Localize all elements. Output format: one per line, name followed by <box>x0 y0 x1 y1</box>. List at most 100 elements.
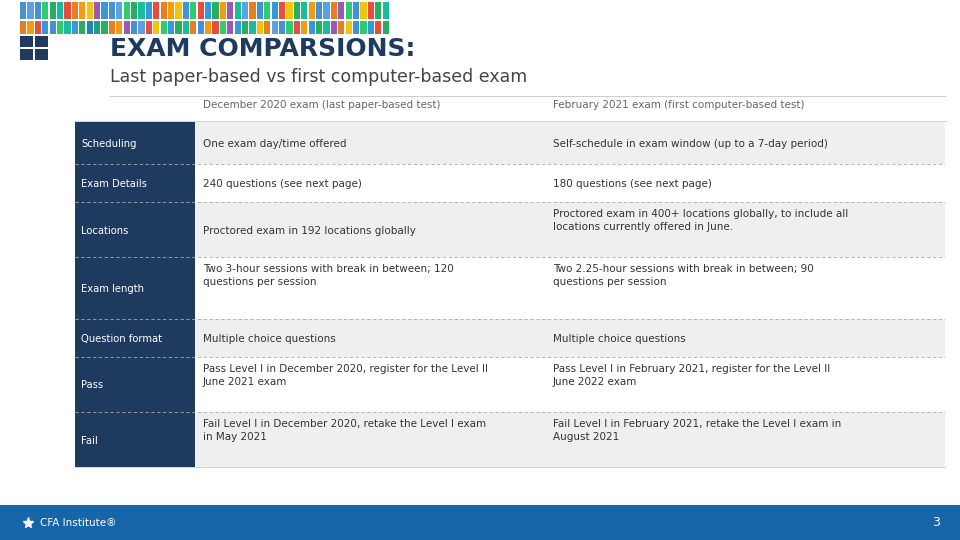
Text: Proctored exam in 192 locations globally: Proctored exam in 192 locations globally <box>203 226 416 235</box>
Bar <box>195 202 545 257</box>
Bar <box>234 2 241 19</box>
Bar <box>324 2 329 19</box>
Bar <box>316 2 323 19</box>
Bar <box>146 2 152 19</box>
Bar <box>195 357 545 412</box>
Bar <box>102 2 108 19</box>
Bar <box>346 2 352 19</box>
Text: Scheduling: Scheduling <box>81 139 136 149</box>
Text: February 2021 exam (first computer-based test): February 2021 exam (first computer-based… <box>553 100 804 110</box>
Bar <box>316 21 323 34</box>
Text: Multiple choice questions: Multiple choice questions <box>553 334 685 344</box>
Bar <box>79 21 85 34</box>
Bar <box>124 2 130 19</box>
Bar <box>220 21 227 34</box>
Bar <box>368 21 374 34</box>
Bar <box>124 21 130 34</box>
Bar <box>94 2 100 19</box>
Bar <box>64 21 71 34</box>
Bar <box>257 2 263 19</box>
Bar <box>108 2 115 19</box>
Bar <box>75 257 195 319</box>
Bar <box>198 2 204 19</box>
Bar <box>168 21 175 34</box>
Bar <box>250 2 255 19</box>
Bar <box>383 2 389 19</box>
Bar <box>286 2 293 19</box>
Bar <box>75 319 195 357</box>
Bar <box>368 2 374 19</box>
Bar <box>75 202 195 257</box>
Bar <box>35 21 41 34</box>
Bar <box>301 21 307 34</box>
Bar <box>116 2 123 19</box>
Bar <box>72 2 78 19</box>
Bar <box>331 21 337 34</box>
Bar <box>331 2 337 19</box>
Bar <box>264 21 271 34</box>
Bar <box>75 357 195 412</box>
Bar <box>228 21 233 34</box>
Bar <box>286 21 293 34</box>
Bar <box>42 21 49 34</box>
Bar <box>545 412 945 467</box>
Text: December 2020 exam (last paper-based test): December 2020 exam (last paper-based tes… <box>203 100 441 110</box>
Bar <box>272 21 277 34</box>
Bar <box>545 164 945 202</box>
Text: Multiple choice questions: Multiple choice questions <box>203 334 336 344</box>
Bar <box>75 412 195 467</box>
Bar <box>182 21 189 34</box>
Bar <box>28 2 34 19</box>
Bar <box>28 21 34 34</box>
Bar <box>205 2 211 19</box>
Bar <box>195 122 545 164</box>
Bar <box>279 2 285 19</box>
Bar <box>308 21 315 34</box>
Bar <box>195 257 545 319</box>
Bar <box>545 202 945 257</box>
Bar <box>272 2 277 19</box>
Bar <box>160 21 167 34</box>
Bar <box>35 49 48 60</box>
Bar <box>168 2 175 19</box>
Bar <box>353 21 359 34</box>
Bar <box>242 2 249 19</box>
Text: Last paper-based vs first computer-based exam: Last paper-based vs first computer-based… <box>110 68 527 86</box>
Bar <box>138 21 145 34</box>
Bar <box>212 2 219 19</box>
Bar <box>75 122 195 164</box>
Bar <box>108 21 115 34</box>
Bar <box>102 21 108 34</box>
Bar <box>79 2 85 19</box>
Bar <box>545 319 945 357</box>
Bar <box>360 21 367 34</box>
Bar <box>116 21 123 34</box>
Bar <box>324 21 329 34</box>
Text: Exam length: Exam length <box>81 284 144 294</box>
Bar <box>545 257 945 319</box>
Text: Fail: Fail <box>81 435 98 445</box>
Bar <box>220 2 227 19</box>
Text: Fail Level I in February 2021, retake the Level I exam in
August 2021: Fail Level I in February 2021, retake th… <box>553 419 841 442</box>
Bar <box>86 2 93 19</box>
Bar <box>242 21 249 34</box>
Bar <box>375 2 381 19</box>
Bar <box>131 21 137 34</box>
Bar <box>195 412 545 467</box>
Text: Pass: Pass <box>81 381 103 390</box>
Bar <box>57 21 63 34</box>
Text: 240 questions (see next page): 240 questions (see next page) <box>203 179 362 189</box>
Text: CFA Institute®: CFA Institute® <box>40 517 116 528</box>
Bar <box>257 21 263 34</box>
Bar <box>294 2 300 19</box>
Bar <box>50 2 56 19</box>
Bar <box>75 164 195 202</box>
Bar <box>234 21 241 34</box>
Text: One exam day/time offered: One exam day/time offered <box>203 139 347 149</box>
Bar <box>20 36 33 47</box>
Text: Two 2.25-hour sessions with break in between; 90
questions per session: Two 2.25-hour sessions with break in bet… <box>553 264 814 287</box>
Bar <box>57 2 63 19</box>
Bar <box>353 2 359 19</box>
Bar <box>375 21 381 34</box>
Text: 180 questions (see next page): 180 questions (see next page) <box>553 179 712 189</box>
